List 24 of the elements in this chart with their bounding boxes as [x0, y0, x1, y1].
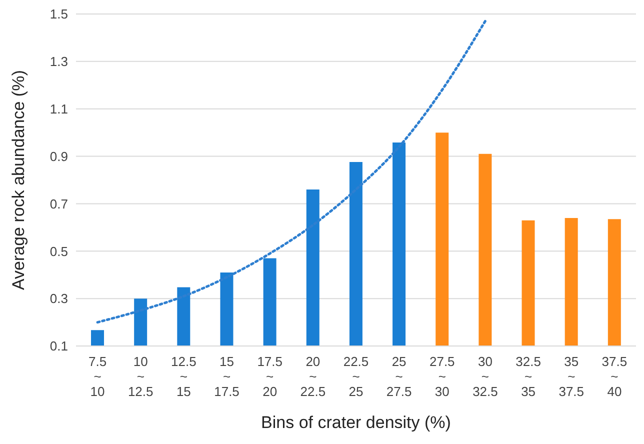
y-tick-label: 0.9	[50, 148, 68, 164]
y-tick-label: 1.5	[50, 6, 68, 22]
line-series	[96, 20, 486, 324]
x-tick-label: 37.5 ~ 40	[602, 354, 628, 399]
y-tick-label: 0.7	[50, 196, 68, 212]
x-tick-label: 12.5 ~ 15	[171, 354, 196, 399]
x-tick-label: 10 ~ 12.5	[128, 354, 154, 399]
x-tick-label: 25 ~ 27.5	[386, 354, 412, 399]
x-tick-label: 15 ~ 17.5	[214, 354, 240, 399]
y-tick-label: 0.3	[50, 291, 68, 306]
x-tick-label: 17.5 ~ 20	[257, 354, 282, 399]
x-tick-label: 20 ~ 22.5	[300, 354, 326, 399]
y-tick-label: 0.1	[50, 338, 68, 354]
y-tick-label: 1.3	[50, 54, 68, 70]
y-axis-title: Average rock abundance (%)	[9, 70, 28, 290]
y-tick-label: 1.1	[50, 101, 68, 116]
x-axis-title: Bins of crater density (%)	[261, 413, 451, 432]
x-tick-label: 7.5 ~ 10	[88, 354, 107, 399]
x-tick-label: 22.5 ~ 25	[343, 354, 369, 399]
x-tick-label: 30 ~ 32.5	[472, 354, 498, 399]
x-tick-label: 32.5 ~ 35	[516, 354, 541, 399]
x-tick-label: 27.5 ~ 30	[430, 354, 455, 399]
x-tick-label: 35 ~ 37.5	[558, 354, 584, 399]
y-tick-label: 0.5	[50, 244, 68, 259]
